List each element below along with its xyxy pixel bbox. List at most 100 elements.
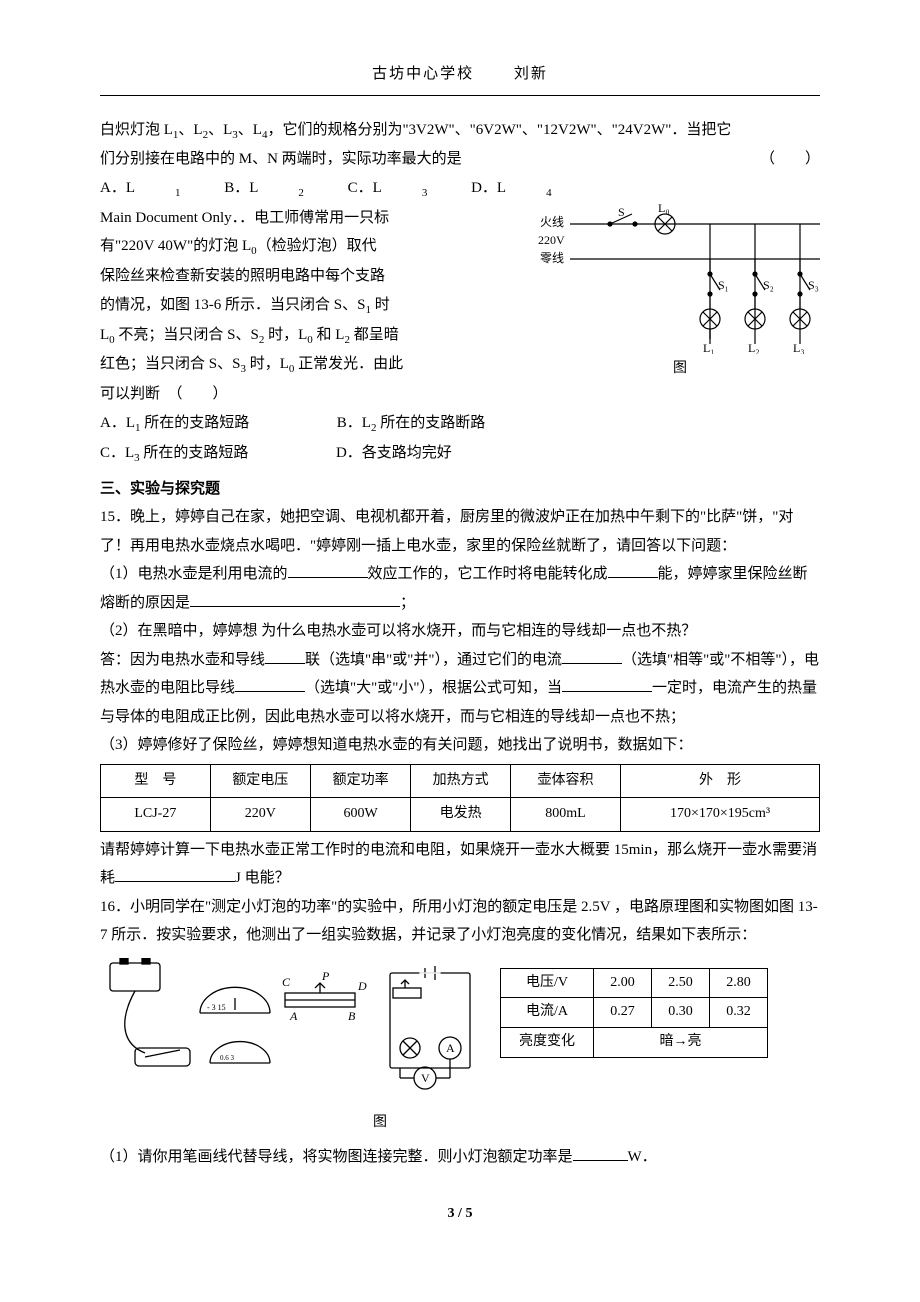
q15-p5: （3）婷婷修好了保险丝，婷婷想知道电热水壶的有关问题，她找出了说明书，数据如下： — [100, 731, 820, 760]
svg-text:S: S — [618, 205, 625, 219]
td-i2: 0.30 — [652, 998, 710, 1028]
td-v1: 2.00 — [594, 968, 652, 998]
q14-options-row1: A．L1 所在的支路短路 B．L2 所在的支路断路 — [100, 409, 820, 439]
table-row: 电流/A 0.27 0.30 0.32 — [501, 998, 768, 1028]
q14-opt-c[interactable]: C．L3 所在的支路短路 — [100, 445, 248, 461]
svg-text:D: D — [357, 979, 367, 993]
fig137-caption: 图 — [280, 1110, 480, 1137]
td-v3: 2.80 — [710, 968, 768, 998]
q13-answer-blank[interactable]: （ ） — [760, 145, 820, 174]
td-vol: 800mL — [510, 798, 620, 832]
svg-text:A: A — [289, 1009, 298, 1023]
th-power: 额定功率 — [310, 764, 410, 798]
q14-l1: Main Document Only．．电工师傅常用一只标 — [100, 204, 470, 233]
th-heat: 加热方式 — [411, 764, 510, 798]
td-brightness: 暗→亮 — [594, 1028, 768, 1058]
q14-opt-b[interactable]: B．L2 所在的支路断路 — [337, 415, 485, 431]
section-3-title: 三、实验与探究题 — [100, 475, 820, 504]
td-heat: 电发热 — [411, 798, 510, 832]
blank-joule[interactable] — [115, 866, 235, 882]
q13-opt-c[interactable]: C．L3 — [348, 174, 428, 204]
q16-p2: （1）请你用笔画线代替导线，将实物图连接完整．则小灯泡额定功率是W． — [100, 1143, 820, 1172]
svg-text:0.6 3: 0.6 3 — [220, 1054, 235, 1062]
svg-text:零线: 零线 — [540, 251, 564, 265]
q14-options-row2: C．L3 所在的支路短路 D．各支路均完好 — [100, 439, 820, 469]
page-current: 3 — [448, 1206, 455, 1221]
table-row: 电压/V 2.00 2.50 2.80 — [501, 968, 768, 998]
blank-effect[interactable] — [288, 562, 368, 578]
table-row: LCJ-27 220V 600W 电发热 800mL 170×170×195cm… — [101, 798, 820, 832]
svg-text:L₁: L₁ — [703, 341, 715, 354]
q14-l7: 可以判断 （ ） — [100, 380, 470, 409]
q16-figure-row: - 3 15 0.6 3 C P D A — [100, 958, 820, 1137]
q14-opt-d[interactable]: D．各支路均完好 — [336, 445, 452, 461]
th-brightness: 亮度变化 — [501, 1028, 594, 1058]
td-power: 600W — [310, 798, 410, 832]
fig136-caption: 图 — [530, 356, 830, 383]
td-size: 170×170×195cm³ — [621, 798, 820, 832]
th-model: 型 号 — [101, 764, 211, 798]
blank-current[interactable] — [562, 648, 622, 664]
q14-block: Main Document Only．．电工师傅常用一只标 有"220V 40W… — [100, 204, 820, 409]
blank-energy[interactable] — [608, 562, 658, 578]
q15-p4: 答：因为电热水壶和导线联（选填"串"或"并"），通过它们的电流（选填"相等"或"… — [100, 646, 820, 732]
th-current: 电流/A — [501, 998, 594, 1028]
q13-opt-b[interactable]: B．L2 — [224, 174, 304, 204]
svg-text:B: B — [348, 1009, 356, 1023]
circuit-diagram-icon: 火线 220V 零线 S L₀ S₁ S₂ S₃ L₁ L₂ L₃ — [530, 204, 830, 354]
svg-text:P: P — [321, 969, 330, 983]
figure-13-6: 火线 220V 零线 S L₀ S₁ S₂ S₃ L₁ L₂ L₃ 图 — [530, 204, 830, 383]
page-total: 5 — [465, 1206, 472, 1221]
blank-power[interactable] — [573, 1145, 628, 1161]
q13-opt-d[interactable]: D．L4 — [471, 174, 552, 204]
page-footer: 3 / 5 — [100, 1201, 820, 1228]
q15-p3: （2）在黑暗中，婷婷想 为什么电热水壶可以将水烧开，而与它相连的导线却一点也不热… — [100, 617, 820, 646]
q15-p2: （1）电热水壶是利用电流的效应工作的，它工作时将电能转化成能，婷婷家里保险丝断熔… — [100, 560, 820, 617]
th-size: 外 形 — [621, 764, 820, 798]
table-row: 亮度变化 暗→亮 — [501, 1028, 768, 1058]
svg-text:C: C — [282, 975, 291, 989]
svg-text:L₀: L₀ — [658, 204, 670, 215]
q16-p1: 16．小明同学在"测定小灯泡的功率"的实验中，所用小灯泡的额定电压是 2.5V … — [100, 893, 820, 950]
q13-opt-a[interactable]: A．L1 — [100, 174, 181, 204]
q14-l5: L0 不亮；当只闭合 S、S2 时，L0 和 L2 都呈暗 — [100, 321, 470, 351]
svg-text:A: A — [446, 1041, 455, 1055]
td-i1: 0.27 — [594, 998, 652, 1028]
td-i3: 0.32 — [710, 998, 768, 1028]
svg-text:火线: 火线 — [540, 215, 564, 229]
experiment-data-table: 电压/V 2.00 2.50 2.80 电流/A 0.27 0.30 0.32 … — [500, 968, 768, 1058]
blank-const[interactable] — [562, 676, 652, 692]
header-rule — [100, 95, 820, 96]
circuit-setup-icon: - 3 15 0.6 3 C P D A — [100, 958, 480, 1098]
q13-line2: 们分别接在电路中的 M、N 两端时，实际功率最大的是 （ ） — [100, 145, 820, 174]
q14-l6: 红色；当只闭合 S、S3 时，L0 正常发光．由此 — [100, 350, 470, 380]
svg-text:220V: 220V — [538, 233, 565, 247]
q14-l4: 的情况，如图 13-6 所示．当只闭合 S、S1 时 — [100, 291, 470, 321]
blank-reason[interactable] — [190, 591, 400, 607]
td-model: LCJ-27 — [101, 798, 211, 832]
th-volt: 额定电压 — [210, 764, 310, 798]
table-row: 型 号 额定电压 额定功率 加热方式 壶体容积 外 形 — [101, 764, 820, 798]
blank-conn[interactable] — [265, 648, 305, 664]
page-sep: / — [455, 1206, 466, 1221]
kettle-spec-table: 型 号 额定电压 额定功率 加热方式 壶体容积 外 形 LCJ-27 220V … — [100, 764, 820, 832]
q15-p1: 15．晚上，婷婷自己在家，她把空调、电视机都开着，厨房里的微波炉正在加热中午剩下… — [100, 503, 820, 560]
svg-text:- 3 15: - 3 15 — [207, 1003, 226, 1012]
th-voltage: 电压/V — [501, 968, 594, 998]
q14-l3: 保险丝来检查新安装的照明电路中每个支路 — [100, 262, 470, 291]
td-v2: 2.50 — [652, 968, 710, 998]
page: 古坊中心学校 刘新 白炽灯泡 L1、L2、L3、L4，它们的规格分别为"3V2W… — [0, 0, 920, 1268]
blank-resist[interactable] — [235, 676, 305, 692]
svg-text:S₃: S₃ — [808, 278, 819, 292]
svg-text:V: V — [421, 1071, 430, 1085]
th-vol: 壶体容积 — [510, 764, 620, 798]
figure-13-7: - 3 15 0.6 3 C P D A — [100, 958, 480, 1137]
q13-options: A．L1 B．L2 C．L3 D．L4 — [100, 174, 820, 204]
page-header: 古坊中心学校 刘新 — [100, 60, 820, 89]
q14-l2: 有"220V 40W"的灯泡 L0（检验灯泡）取代 — [100, 232, 470, 262]
school-name: 古坊中心学校 — [372, 66, 474, 82]
svg-text:L₂: L₂ — [748, 341, 760, 354]
q14-opt-a[interactable]: A．L1 所在的支路短路 — [100, 415, 249, 431]
q14-text: Main Document Only．．电工师傅常用一只标 有"220V 40W… — [100, 204, 470, 409]
td-volt: 220V — [210, 798, 310, 832]
